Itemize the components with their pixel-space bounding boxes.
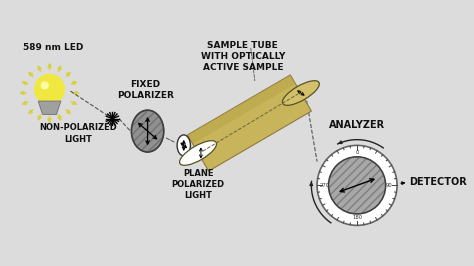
Text: DETECTOR: DETECTOR: [410, 177, 467, 186]
Text: ANALYZER: ANALYZER: [329, 120, 385, 130]
Text: SAMPLE TUBE
WITH OPTICALLY
ACTIVE SAMPLE: SAMPLE TUBE WITH OPTICALLY ACTIVE SAMPLE: [201, 41, 285, 72]
Polygon shape: [188, 75, 311, 171]
Text: 589 nm LED: 589 nm LED: [23, 43, 83, 52]
Ellipse shape: [283, 81, 319, 105]
Polygon shape: [38, 101, 61, 114]
Text: FIXED
POLARIZER: FIXED POLARIZER: [117, 80, 174, 100]
Circle shape: [317, 146, 397, 225]
Ellipse shape: [131, 110, 164, 152]
Text: 270: 270: [319, 183, 330, 188]
Polygon shape: [188, 75, 296, 144]
Text: 180: 180: [352, 215, 362, 220]
Circle shape: [35, 74, 64, 104]
Ellipse shape: [180, 141, 217, 165]
Text: 0: 0: [356, 151, 359, 156]
Circle shape: [328, 157, 386, 214]
Circle shape: [41, 81, 49, 89]
Text: NON-POLARIZED
LIGHT: NON-POLARIZED LIGHT: [39, 123, 117, 144]
Ellipse shape: [177, 135, 191, 156]
Text: PLANE
POLARIZED
LIGHT: PLANE POLARIZED LIGHT: [172, 169, 225, 200]
Text: 90: 90: [386, 183, 393, 188]
